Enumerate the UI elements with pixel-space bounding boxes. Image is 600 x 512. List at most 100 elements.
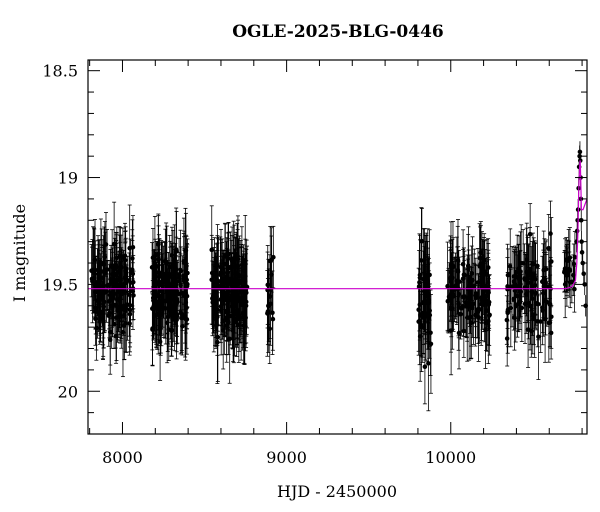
data-point (154, 312, 160, 318)
data-point (231, 294, 237, 300)
data-point (426, 361, 431, 366)
data-point (107, 310, 112, 316)
data-point (541, 290, 546, 296)
data-point (101, 284, 106, 289)
data-point (486, 299, 492, 305)
data-point (169, 252, 175, 258)
data-point (235, 263, 241, 269)
data-point (425, 282, 431, 288)
y-tick-label: 19 (58, 169, 78, 188)
data-point (450, 291, 456, 297)
data-point (213, 303, 219, 308)
x-tick-label: 8000 (102, 448, 143, 467)
data-point (469, 271, 474, 276)
data-point (215, 334, 221, 340)
data-point (571, 261, 577, 267)
data-point (111, 241, 117, 247)
data-point (538, 319, 543, 324)
data-point (174, 313, 180, 319)
data-point (525, 327, 531, 332)
data-point (209, 277, 215, 283)
data-point (456, 305, 461, 310)
data-point (428, 330, 433, 336)
data-point (504, 336, 510, 341)
data-point (178, 268, 184, 274)
data-point (118, 289, 124, 294)
data-point (270, 316, 276, 322)
data-point (225, 291, 230, 296)
event-data-point (579, 250, 585, 255)
data-point (179, 315, 184, 321)
data-point (211, 281, 217, 287)
data-point (422, 364, 428, 370)
data-point (519, 305, 525, 311)
data-point (527, 231, 533, 237)
data-point (446, 298, 451, 303)
x-tick-label: 9000 (266, 448, 307, 467)
data-point (241, 276, 247, 282)
data-point (536, 334, 541, 340)
data-point (531, 316, 537, 322)
data-point (517, 299, 523, 305)
data-point (541, 267, 547, 273)
data-point (265, 282, 271, 288)
data-point (227, 297, 233, 303)
data-point (422, 288, 427, 293)
chart-title: OGLE-2025-BLG-0446 (232, 22, 444, 42)
data-point (151, 280, 157, 285)
data-point (209, 270, 215, 276)
data-point (270, 310, 275, 316)
data-point (466, 266, 471, 272)
data-point (473, 312, 478, 318)
data-point (154, 305, 159, 311)
data-point (113, 333, 119, 339)
data-point (105, 283, 110, 288)
data-point (110, 290, 115, 296)
data-point (271, 254, 276, 260)
data-point (123, 280, 128, 286)
data-point (107, 337, 113, 343)
data-point (482, 270, 488, 276)
data-point (513, 273, 518, 278)
data-point (548, 231, 553, 236)
data-point (126, 292, 132, 297)
data-point (567, 268, 572, 274)
model-curve (88, 160, 588, 290)
data-point (567, 255, 573, 260)
y-tick-label: 19.5 (42, 275, 78, 294)
data-point (565, 258, 570, 264)
data-point (516, 276, 522, 281)
data-point (127, 245, 132, 251)
data-point (125, 302, 130, 307)
data-point (218, 297, 224, 302)
data-point (525, 280, 531, 286)
data-point (475, 306, 481, 312)
data-point (119, 282, 124, 288)
data-point (266, 303, 271, 309)
data-point (416, 307, 422, 313)
event-data-point (581, 271, 587, 277)
data-point (120, 329, 126, 335)
data-point (525, 276, 530, 282)
data-point (564, 273, 570, 278)
data-point (562, 282, 568, 287)
data-point (512, 315, 517, 320)
data-point (163, 259, 168, 264)
data-point (419, 238, 425, 244)
data-point (152, 253, 158, 259)
data-point (95, 298, 100, 303)
data-point (96, 271, 101, 277)
data-point (97, 310, 102, 316)
data-point (215, 307, 220, 313)
data-point (222, 261, 228, 267)
data-point (104, 267, 110, 272)
data-point (129, 267, 135, 273)
data-point (168, 304, 174, 309)
data-point (472, 283, 477, 289)
data-point (240, 298, 246, 304)
data-point (529, 276, 535, 282)
data-point (468, 304, 474, 310)
y-tick-label: 20 (58, 382, 78, 401)
data-point (417, 302, 423, 307)
data-point (477, 255, 483, 261)
